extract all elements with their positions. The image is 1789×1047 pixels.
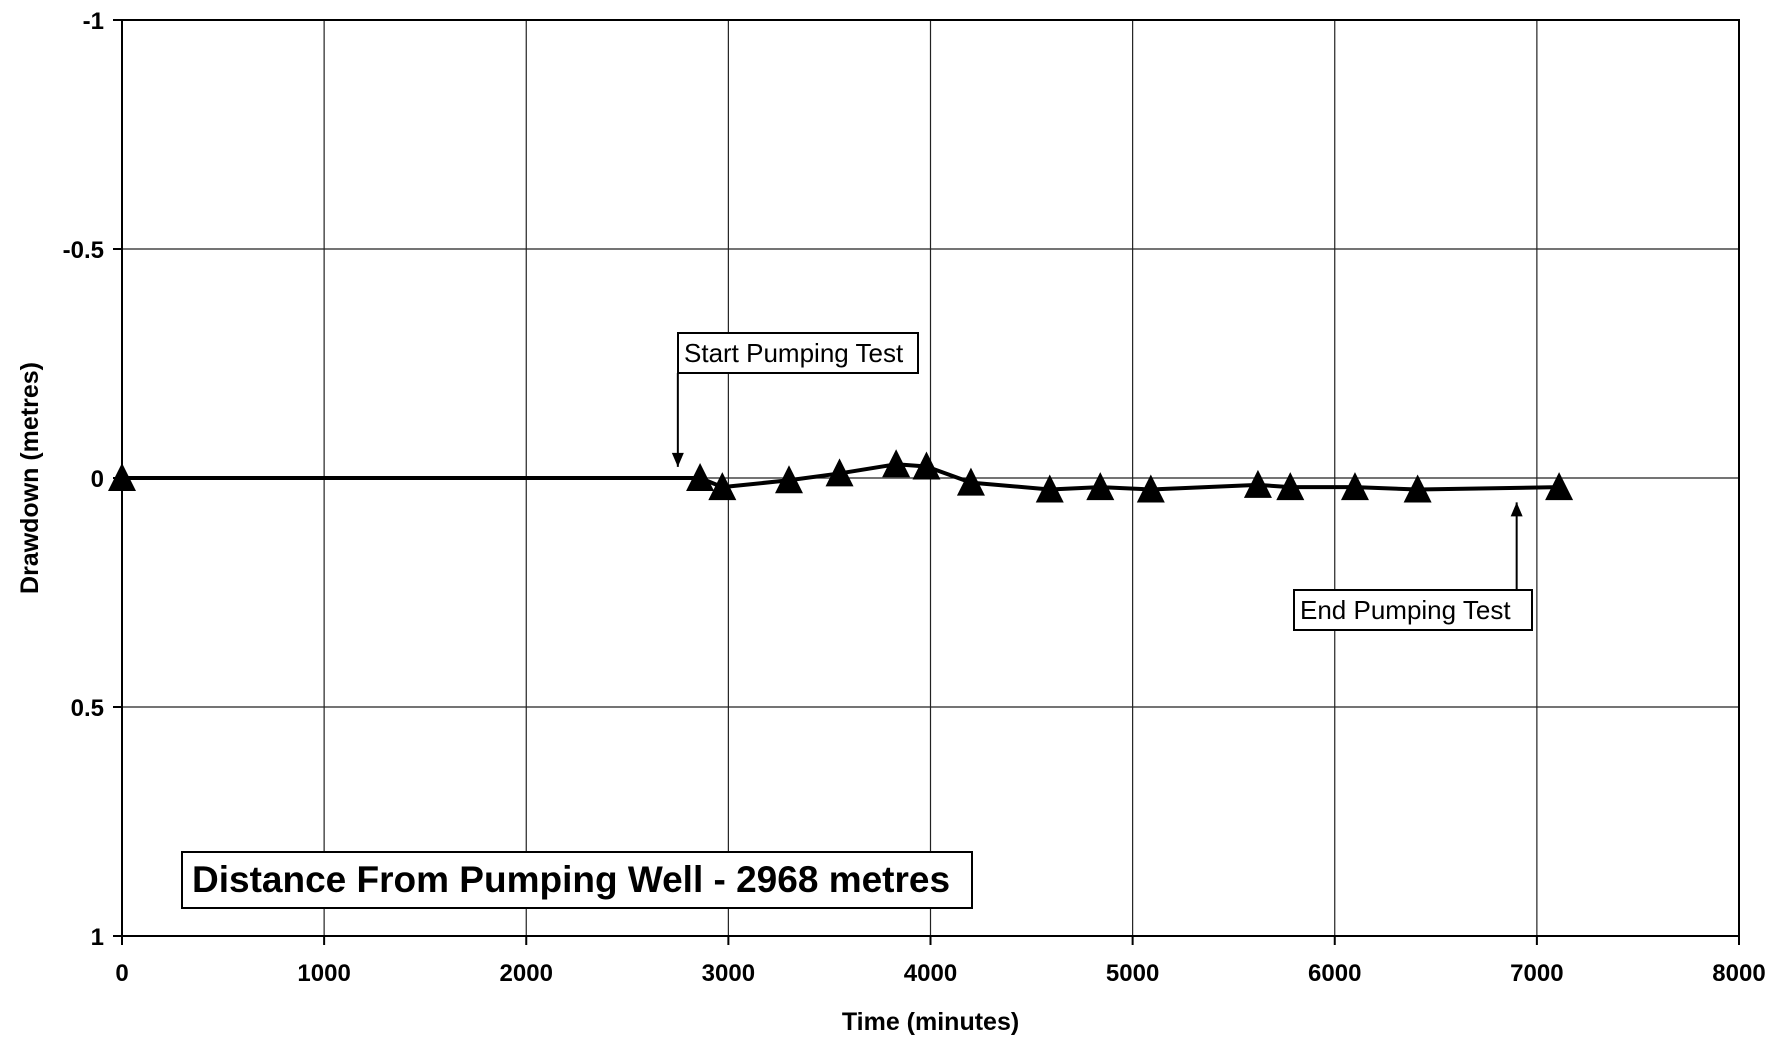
data-point-marker [882, 449, 911, 478]
start-pumping-test-box [677, 332, 919, 374]
y-axis-title: Drawdown (metres) [16, 362, 44, 594]
x-tick-label: 0 [115, 960, 128, 987]
info-box-label: Distance From Pumping Well - 2968 metres [192, 859, 950, 900]
data-point-marker [1545, 472, 1574, 501]
data-point-marker [1035, 474, 1064, 503]
data-point-marker [1243, 469, 1272, 498]
y-tick-label: -1 [83, 8, 104, 35]
axis-ticks: 0 1000 2000 3000 4000 5000 6000 7000 8000 -1 -0.5 0… [63, 8, 1766, 987]
x-tick-label: 3000 [702, 960, 755, 987]
x-tick-label: 8000 [1712, 960, 1765, 987]
start-pumping-test-arrow-head [671, 452, 684, 467]
data-point-marker [708, 472, 737, 501]
data-point-marker [956, 467, 985, 496]
data-point-marker [686, 463, 715, 491]
x-tick-label: 5000 [1106, 960, 1159, 987]
x-tick-label: 2000 [500, 960, 553, 987]
x-tick-label: 4000 [904, 960, 957, 987]
data-point-marker [912, 451, 941, 480]
annotations: Start Pumping Test End Pumping Test [671, 332, 1533, 631]
data-point-marker [1403, 474, 1432, 503]
data-point-marker [1276, 472, 1305, 501]
end-pumping-test-box [1293, 589, 1533, 631]
data-series [108, 449, 1574, 503]
start-pumping-test-label: Start Pumping Test [684, 338, 904, 368]
series-line [122, 462, 1560, 492]
y-tick-label: -0.5 [63, 237, 104, 264]
x-tick-label: 7000 [1510, 960, 1563, 987]
x-tick-label: 1000 [297, 960, 350, 987]
data-point-marker [1086, 472, 1115, 501]
y-tick-label: 0.5 [71, 695, 104, 722]
end-pumping-test-label: End Pumping Test [1300, 595, 1511, 625]
data-point-marker [1136, 474, 1165, 503]
data-point-marker [775, 465, 804, 494]
x-tick-label: 6000 [1308, 960, 1361, 987]
data-point-marker [825, 458, 854, 487]
x-axis-title: Time (minutes) [842, 1008, 1019, 1036]
info-box [181, 851, 973, 909]
end-pumping-test-arrow-head [1510, 502, 1523, 517]
y-tick-label: 1 [91, 924, 104, 951]
data-point-marker [1340, 472, 1369, 501]
data-point-marker [108, 463, 136, 491]
y-tick-label: 0 [91, 466, 104, 493]
